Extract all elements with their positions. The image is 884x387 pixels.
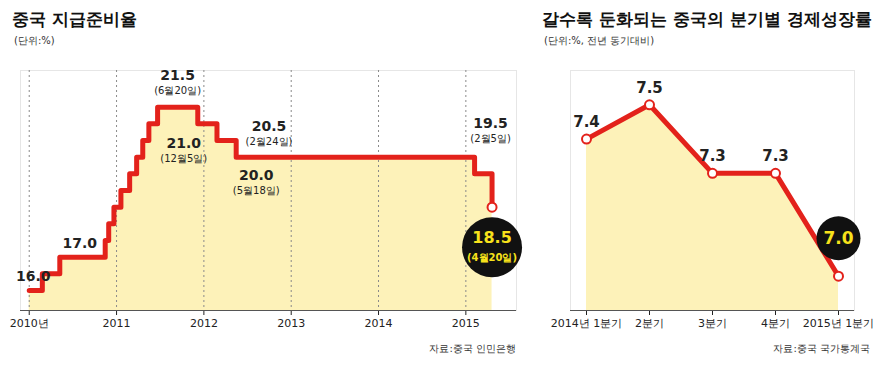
svg-text:(5월18일): (5월18일)	[233, 185, 280, 196]
svg-text:7.3: 7.3	[762, 147, 789, 165]
svg-text:(2월24일): (2월24일)	[246, 136, 293, 147]
svg-text:3분기: 3분기	[698, 317, 727, 330]
svg-text:2014년 1분기: 2014년 1분기	[551, 317, 623, 330]
svg-text:7.3: 7.3	[699, 147, 726, 165]
svg-text:7.0: 7.0	[823, 228, 853, 248]
svg-text:(2월5일): (2월5일)	[470, 133, 511, 144]
svg-text:(6월20일): (6월20일)	[154, 85, 201, 96]
html-text:(단위:%, 전년 동기대비): (단위:%, 전년 동기대비)	[544, 35, 655, 46]
html-text:(단위:%): (단위:%)	[14, 35, 55, 46]
html-text:갈수록 둔화되는 중국의 분기별 경제성장률: 갈수록 둔화되는 중국의 분기별 경제성장률	[542, 9, 872, 29]
svg-text:20.5: 20.5	[252, 118, 287, 134]
html-text:중국 지급준비율: 중국 지급준비율	[12, 9, 137, 29]
svg-text:2012: 2012	[190, 317, 218, 330]
svg-text:2013: 2013	[277, 317, 305, 330]
svg-text:(4월20일): (4월20일)	[467, 252, 517, 263]
svg-text:19.5: 19.5	[473, 115, 508, 131]
svg-text:2015년 1분기: 2015년 1분기	[803, 317, 875, 330]
svg-text:4분기: 4분기	[761, 317, 790, 330]
svg-text:(12월5일): (12월5일)	[160, 153, 207, 164]
svg-text:2010년: 2010년	[10, 317, 49, 330]
html-text:자료:중국 인민은행: 자료:중국 인민은행	[429, 343, 516, 354]
svg-text:2011: 2011	[103, 317, 131, 330]
svg-text:7.5: 7.5	[636, 79, 663, 97]
svg-text:2015: 2015	[452, 317, 480, 330]
html-text:자료:중국 국가통계국: 자료:중국 국가통계국	[773, 343, 870, 354]
svg-text:21.0: 21.0	[166, 135, 201, 151]
svg-text:21.5: 21.5	[160, 67, 195, 83]
svg-text:18.5: 18.5	[472, 228, 511, 247]
svg-text:2014: 2014	[365, 317, 393, 330]
svg-text:16.0: 16.0	[16, 268, 51, 284]
svg-text:2분기: 2분기	[635, 317, 664, 330]
svg-text:20.0: 20.0	[239, 167, 274, 183]
svg-text:7.4: 7.4	[573, 113, 600, 131]
svg-text:17.0: 17.0	[63, 235, 98, 251]
